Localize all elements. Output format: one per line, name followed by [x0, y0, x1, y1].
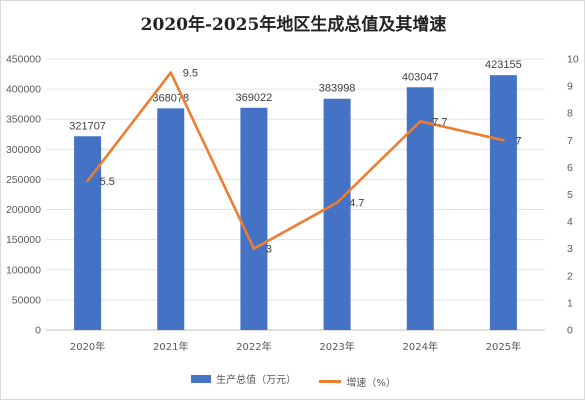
- line-data-label: 7: [515, 135, 521, 147]
- legend-label-growth: 增速（%）: [346, 377, 396, 389]
- line-data-label: 7.7: [432, 116, 447, 128]
- x-axis-tick: 2025年: [486, 340, 521, 353]
- left-axis-tick: 350000: [6, 114, 41, 126]
- legend-swatch-growth: [319, 379, 342, 383]
- legend-item-growth: 增速（%）: [319, 374, 396, 389]
- bar-data-label: 321707: [69, 120, 106, 132]
- bar: [157, 108, 185, 330]
- bar-data-label: 403047: [402, 71, 439, 83]
- left-axis-tick: 200000: [6, 204, 41, 216]
- bar: [323, 98, 351, 331]
- left-axis-tick: 300000: [6, 144, 41, 156]
- left-axis-tick: 100000: [6, 264, 41, 276]
- legend-swatch-gdp: [191, 374, 212, 383]
- line-data-label: 4.7: [349, 198, 364, 210]
- bar-data-label: 369022: [236, 92, 273, 104]
- legend-item-gdp: 生产总值（万元）: [191, 371, 296, 386]
- bar: [74, 136, 102, 330]
- left-axis-tick: 50000: [12, 294, 41, 306]
- left-axis-tick: 400000: [6, 84, 41, 96]
- x-axis-tick: 2023年: [319, 340, 354, 353]
- left-axis-tick: 150000: [6, 234, 41, 246]
- line-data-label: 5.5: [100, 176, 115, 188]
- right-axis-tick: 1: [567, 297, 573, 309]
- bar-data-label: 368078: [152, 92, 189, 104]
- x-axis-tick: 2022年: [236, 340, 271, 353]
- left-axis-tick: 0: [35, 325, 41, 337]
- right-axis-tick: 4: [567, 216, 573, 228]
- x-axis-tick: 2021年: [153, 340, 188, 353]
- right-axis-tick: 5: [567, 189, 573, 201]
- bar: [406, 87, 434, 330]
- legend-label-gdp: 生产总值（万元）: [216, 375, 297, 386]
- left-axis-tick: 250000: [6, 174, 41, 186]
- right-axis-tick: 0: [567, 325, 573, 337]
- line-data-label: 9.5: [183, 68, 198, 80]
- bar-data-label: 423155: [485, 59, 522, 71]
- x-axis-tick: 2020年: [70, 340, 105, 353]
- left-axis-tick: 450000: [6, 54, 41, 66]
- right-axis-tick: 6: [567, 162, 573, 174]
- right-axis-tick: 8: [567, 108, 573, 120]
- right-axis-tick: 3: [567, 243, 573, 255]
- right-axis-tick: 9: [567, 81, 573, 93]
- growth-line: [86, 71, 505, 250]
- right-axis-tick: 2: [567, 270, 573, 282]
- right-axis-tick: 7: [567, 135, 573, 147]
- right-axis-tick: 10: [567, 54, 579, 66]
- chart-title: 2020年-2025年地区生成总值及其增速: [140, 15, 447, 35]
- legend: 生产总值（万元） 增速（%）: [0, 371, 587, 389]
- bar: [489, 75, 517, 330]
- line-data-label: 3: [266, 244, 272, 256]
- bar: [240, 107, 268, 330]
- bar-data-label: 383998: [319, 83, 356, 95]
- x-axis-tick: 2024年: [403, 340, 438, 353]
